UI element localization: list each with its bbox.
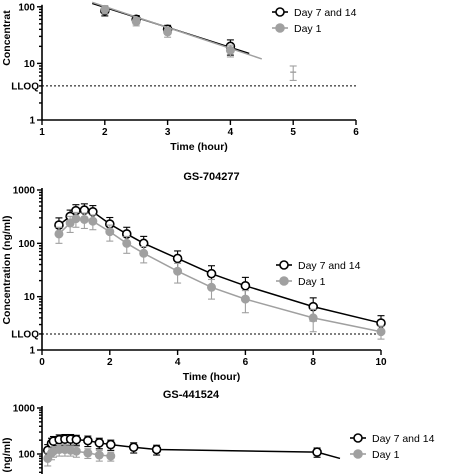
x-tick-label-0: 2 (102, 127, 108, 138)
data-point-0-1 (225, 45, 235, 55)
data-point-1-0 (240, 280, 251, 291)
data-point-1-1 (71, 214, 81, 224)
data-point-0-1 (163, 27, 173, 37)
x-tick-label-1: 4 (175, 357, 181, 368)
x-tick-label-1: 2 (107, 357, 113, 368)
y-tick-label-2: 100 (18, 450, 35, 461)
y-axis-label-2: (ng/ml) (1, 438, 13, 473)
x-tick-label-1: 6 (243, 357, 249, 368)
data-point-0-1 (100, 4, 110, 14)
data-point-2-0 (105, 439, 116, 450)
data-point-1-1 (105, 227, 115, 237)
data-point-2-0 (71, 434, 82, 445)
y-axis-label-0: Concentrat (1, 10, 13, 66)
y-tick-label-0: 1 (29, 116, 35, 127)
y-tick-label-1: 1 (29, 346, 35, 357)
lloq-label-1: LLOQ (11, 329, 39, 340)
legend-label-2-1: Day 1 (372, 449, 400, 461)
data-point-1-1 (122, 238, 132, 248)
data-point-1-1 (139, 248, 149, 258)
x-tick-label-0: 3 (165, 127, 171, 138)
data-point-1-1 (88, 216, 98, 226)
chart-title-1: GS-704277 (183, 171, 239, 183)
fit-line-0-1 (92, 1, 263, 60)
y-axis-label-1: Concentration (ng/ml) (1, 215, 13, 324)
series-line-1-1 (58, 217, 382, 333)
y-tick-label-2: 1000 (13, 404, 36, 415)
data-point-2-1 (106, 451, 116, 461)
y-tick-label-0: 100 (18, 2, 35, 13)
x-tick-label-1: 8 (310, 357, 316, 368)
x-tick-label-1: 10 (375, 357, 387, 368)
legend-label-2-0: Day 7 and 14 (372, 433, 435, 445)
legend-marker-2-0 (353, 433, 363, 443)
y-tick-label-1: 10 (24, 292, 36, 303)
legend-marker-1-0 (279, 260, 289, 270)
data-point-1-1 (207, 282, 216, 292)
legend-marker-0-1 (275, 23, 285, 33)
data-point-1-0 (206, 268, 217, 279)
x-tick-label-0: 1 (39, 127, 45, 138)
data-point-0-1 (131, 16, 141, 26)
data-point-1-1 (308, 313, 318, 323)
legend-marker-0-0 (275, 7, 285, 17)
y-tick-label-1: 1000 (13, 186, 36, 197)
data-point-2-0 (312, 447, 322, 457)
x-axis-label-0: Time (hour) (170, 141, 228, 153)
x-tick-label-0: 5 (290, 127, 296, 138)
x-tick-label-0: 4 (228, 127, 234, 138)
data-point-1-1 (240, 294, 250, 304)
legend-label-1-1: Day 1 (298, 276, 326, 288)
legend-label-0-0: Day 7 and 14 (294, 7, 357, 19)
data-point-2-0 (151, 444, 162, 455)
data-point-2-1 (71, 446, 81, 456)
x-tick-label-1: 0 (39, 357, 45, 368)
lloq-label-0: LLOQ (11, 81, 39, 92)
data-point-2-1 (94, 450, 104, 460)
legend-label-1-0: Day 7 and 14 (298, 260, 361, 272)
data-point-1-1 (173, 266, 183, 276)
y-tick-label-0: 10 (24, 59, 36, 70)
data-point-1-0 (172, 253, 183, 264)
data-point-2-1 (83, 448, 93, 458)
x-tick-label-0: 6 (353, 127, 359, 138)
data-point-2-0 (128, 442, 139, 453)
y-tick-label-1: 100 (18, 239, 35, 250)
data-point-1-1 (54, 229, 64, 239)
data-point-2-0 (83, 435, 93, 446)
legend-marker-2-1 (353, 449, 363, 459)
data-point-2-0 (94, 438, 105, 448)
data-point-1-1 (376, 327, 386, 337)
x-axis-label-1: Time (hour) (183, 371, 241, 383)
data-point-1-1 (79, 214, 89, 224)
legend-label-0-1: Day 1 (294, 23, 322, 35)
chart-title-2: GS-441524 (163, 389, 220, 401)
legend-marker-1-1 (279, 276, 289, 286)
